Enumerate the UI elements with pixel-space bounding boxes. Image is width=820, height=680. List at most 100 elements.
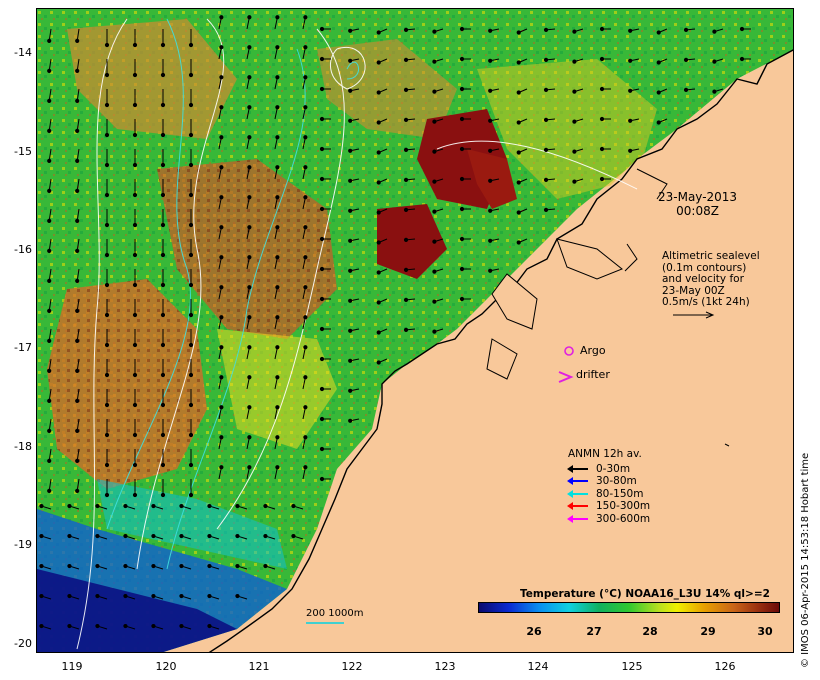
velocity-arrow-head bbox=[160, 462, 166, 468]
velocity-arrow-head bbox=[104, 402, 110, 408]
velocity-arrow-head bbox=[104, 132, 110, 138]
velocity-arrow-head bbox=[104, 282, 110, 288]
velocity-arrow-head bbox=[132, 342, 138, 348]
velocity-arrow-head bbox=[291, 533, 296, 539]
velocity-arrow-head bbox=[104, 162, 110, 168]
velocity-arrow-head bbox=[656, 30, 661, 35]
velocity-arrow-head bbox=[348, 148, 353, 153]
legend-arrow-icon bbox=[567, 514, 588, 523]
velocity-arrow-head bbox=[572, 89, 577, 94]
velocity-arrow-head bbox=[488, 28, 493, 33]
velocity-arrow-head bbox=[599, 86, 605, 92]
velocity-arrow-head bbox=[572, 149, 577, 154]
velocity-arrow-head bbox=[432, 269, 437, 274]
legend-label: 0-30m bbox=[596, 462, 631, 475]
velocity-arrow-head bbox=[104, 492, 110, 498]
velocity-arrow-head bbox=[47, 398, 52, 403]
velocity-arrow-head bbox=[219, 15, 224, 20]
velocity-arrow-head bbox=[188, 162, 194, 168]
velocity-arrow-head bbox=[188, 222, 194, 228]
drifter-marker bbox=[558, 371, 574, 383]
velocity-arrow-head bbox=[75, 368, 80, 373]
velocity-arrow-head bbox=[319, 176, 325, 182]
velocity-arrow-head bbox=[348, 208, 353, 213]
velocity-arrow-head bbox=[75, 68, 80, 73]
lat-tick: -16 bbox=[14, 243, 32, 256]
velocity-arrow-head bbox=[188, 42, 194, 48]
velocity-arrow-head bbox=[47, 158, 52, 163]
velocity-arrow-head bbox=[188, 312, 194, 318]
velocity-arrow-head bbox=[104, 462, 110, 468]
velocity-arrow-head bbox=[459, 236, 465, 242]
legend-arrow-icon bbox=[567, 477, 588, 485]
velocity-arrow-head bbox=[219, 465, 224, 470]
velocity-arrow-head bbox=[516, 90, 521, 95]
velocity-arrow-head bbox=[275, 165, 280, 170]
velocity-arrow-head bbox=[132, 402, 138, 408]
velocity-arrow-head bbox=[123, 623, 128, 629]
velocity-arrow-head bbox=[219, 225, 224, 230]
lon-tick: 124 bbox=[527, 660, 549, 673]
argo-label: Argo bbox=[580, 344, 606, 357]
velocity-arrow-head bbox=[219, 75, 224, 80]
velocity-arrow-head bbox=[275, 45, 280, 50]
velocity-arrow-head bbox=[263, 563, 268, 569]
velocity-arrow-head bbox=[104, 102, 110, 108]
coastline bbox=[208, 49, 793, 652]
velocity-arrow-head bbox=[403, 237, 409, 242]
velocity-arrow-head bbox=[75, 158, 80, 163]
velocity-arrow-head bbox=[188, 192, 194, 198]
velocity-arrow-head bbox=[235, 503, 240, 509]
velocity-arrow-head bbox=[188, 252, 194, 258]
velocity-arrow-head bbox=[303, 195, 308, 200]
velocity-arrow-head bbox=[75, 488, 80, 493]
velocity-arrow-head bbox=[599, 146, 605, 152]
legend-item: 300-600m bbox=[567, 513, 650, 526]
velocity-arrow-head bbox=[188, 462, 194, 468]
velocity-arrow-head bbox=[348, 328, 353, 333]
lon-tick: 123 bbox=[434, 660, 456, 673]
velocity-arrow-head bbox=[75, 398, 80, 403]
velocity-arrow-head bbox=[207, 503, 212, 509]
legend-arrow-icon bbox=[567, 489, 588, 498]
velocity-arrow-head bbox=[219, 375, 224, 380]
velocity-arrow-head bbox=[432, 179, 437, 184]
velocity-arrow-head bbox=[628, 58, 633, 63]
velocity-arrow-head bbox=[160, 102, 166, 108]
velocity-arrow-head bbox=[319, 206, 325, 212]
velocity-arrow-head bbox=[516, 30, 521, 35]
velocity-arrow-head bbox=[712, 29, 717, 34]
velocity-arrow-head bbox=[348, 178, 353, 183]
velocity-arrow-head bbox=[628, 28, 633, 33]
velocity-arrow-head bbox=[47, 278, 52, 283]
velocity-arrow-head bbox=[104, 222, 110, 228]
lat-tick: -14 bbox=[14, 46, 32, 59]
velocity-arrow-head bbox=[516, 150, 521, 155]
velocity-arrow-head bbox=[459, 206, 465, 212]
velocity-arrow-head bbox=[132, 162, 138, 168]
velocity-arrow-head bbox=[123, 503, 128, 509]
velocity-arrow-head bbox=[188, 102, 194, 108]
velocity-arrow-head bbox=[247, 435, 252, 440]
velocity-arrow-head bbox=[432, 209, 437, 214]
legend-title: ANMN 12h av. bbox=[568, 448, 642, 460]
velocity-arrow-head bbox=[75, 338, 80, 343]
velocity-arrow-head bbox=[319, 476, 325, 482]
velocity-arrow-head bbox=[403, 27, 409, 32]
velocity-arrow-head bbox=[247, 225, 252, 230]
velocity-arrow-head bbox=[179, 533, 184, 539]
velocity-arrow-head bbox=[247, 135, 252, 140]
velocity-arrow-head bbox=[319, 416, 325, 422]
velocity-arrow-head bbox=[132, 252, 138, 258]
velocity-arrow-head bbox=[207, 623, 212, 629]
lon-tick: 121 bbox=[248, 660, 270, 673]
velocity-arrow-head bbox=[132, 372, 138, 378]
velocity-arrow-head bbox=[348, 28, 353, 33]
velocity-arrow-head bbox=[123, 533, 128, 539]
velocity-arrow-head bbox=[628, 88, 633, 93]
velocity-arrow-head bbox=[459, 146, 465, 152]
velocity-arrow-head bbox=[104, 192, 110, 198]
velocity-arrow-head bbox=[67, 533, 72, 539]
velocity-arrow-head bbox=[459, 26, 465, 32]
velocity-arrow-head bbox=[160, 282, 166, 288]
